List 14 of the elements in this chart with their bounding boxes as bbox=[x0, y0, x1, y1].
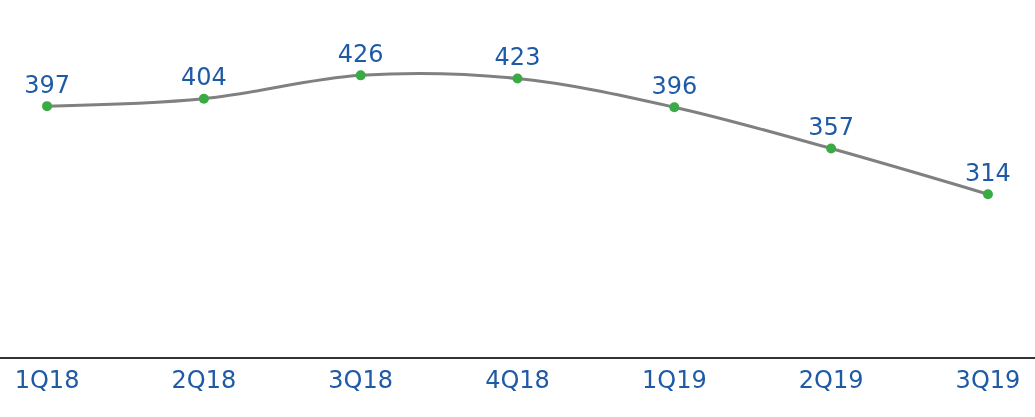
x-tick-label: 4Q18 bbox=[485, 365, 550, 394]
data-label: 423 bbox=[494, 43, 541, 72]
x-tick-label: 3Q19 bbox=[955, 365, 1021, 394]
x-tick-label: 2Q19 bbox=[798, 365, 864, 394]
data-label: 426 bbox=[337, 40, 384, 69]
x-tick-label: 1Q18 bbox=[14, 365, 80, 394]
data-label: 357 bbox=[808, 113, 855, 142]
data-label: 314 bbox=[965, 158, 1011, 187]
x-tick-label: 3Q18 bbox=[328, 365, 394, 394]
x-tick-label: 2Q18 bbox=[171, 365, 237, 394]
x-tick-label: 1Q19 bbox=[641, 365, 707, 394]
data-label: 404 bbox=[180, 63, 227, 92]
data-label: 396 bbox=[651, 71, 698, 100]
data-label: 397 bbox=[24, 70, 70, 99]
